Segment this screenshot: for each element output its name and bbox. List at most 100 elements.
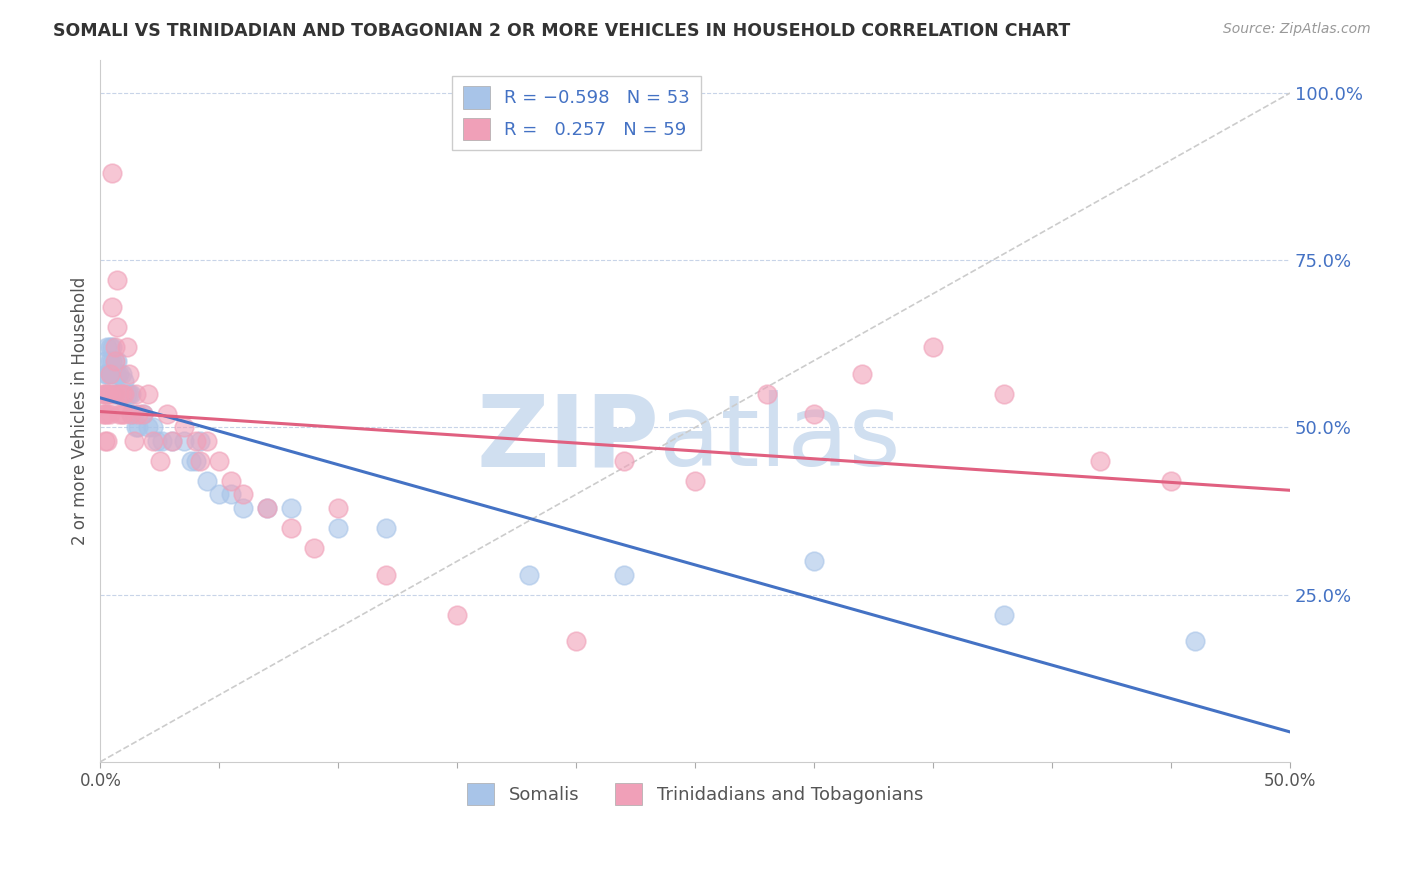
Point <box>122 407 145 421</box>
Point <box>105 387 128 401</box>
Point <box>613 454 636 468</box>
Point <box>91 387 114 401</box>
Point <box>136 420 159 434</box>
Point <box>104 387 127 401</box>
Point <box>105 367 128 381</box>
Point <box>96 387 118 401</box>
Point <box>96 387 118 401</box>
Point <box>136 387 159 401</box>
Point <box>208 454 231 468</box>
Point <box>98 340 121 354</box>
Point <box>127 407 149 421</box>
Text: Source: ZipAtlas.com: Source: ZipAtlas.com <box>1223 22 1371 37</box>
Point <box>127 420 149 434</box>
Point <box>922 340 945 354</box>
Point <box>613 567 636 582</box>
Point <box>104 387 127 401</box>
Legend: Somalis, Trinidadians and Tobagonians: Somalis, Trinidadians and Tobagonians <box>457 772 934 816</box>
Point <box>197 434 219 448</box>
Point <box>112 387 135 401</box>
Point <box>98 367 121 381</box>
Point <box>101 353 124 368</box>
Point <box>94 387 117 401</box>
Point <box>111 387 134 401</box>
Point <box>160 434 183 448</box>
Point <box>125 387 148 401</box>
Point <box>256 500 278 515</box>
Point <box>112 374 135 388</box>
Point <box>755 387 778 401</box>
Point <box>101 300 124 314</box>
Point <box>142 420 165 434</box>
Point <box>803 407 825 421</box>
Point <box>188 434 211 448</box>
Point <box>149 454 172 468</box>
Point <box>112 407 135 421</box>
Point <box>108 387 131 401</box>
Point <box>105 320 128 334</box>
Point <box>94 434 117 448</box>
Point <box>98 353 121 368</box>
Point <box>120 387 142 401</box>
Point <box>160 434 183 448</box>
Point <box>111 407 134 421</box>
Point <box>94 367 117 381</box>
Point <box>96 407 118 421</box>
Point <box>156 407 179 421</box>
Point <box>232 500 254 515</box>
Point <box>232 487 254 501</box>
Point <box>132 407 155 421</box>
Text: SOMALI VS TRINIDADIAN AND TOBAGONIAN 2 OR MORE VEHICLES IN HOUSEHOLD CORRELATION: SOMALI VS TRINIDADIAN AND TOBAGONIAN 2 O… <box>53 22 1071 40</box>
Point <box>803 554 825 568</box>
Point <box>101 166 124 180</box>
Point <box>94 407 117 421</box>
Point <box>150 434 173 448</box>
Point <box>446 607 468 622</box>
Text: atlas: atlas <box>659 391 901 487</box>
Point <box>96 340 118 354</box>
Point <box>280 500 302 515</box>
Point <box>304 541 326 555</box>
Point <box>101 340 124 354</box>
Point <box>328 500 350 515</box>
Point <box>188 454 211 468</box>
Point <box>328 521 350 535</box>
Point <box>219 474 242 488</box>
Point <box>1160 474 1182 488</box>
Point <box>105 273 128 287</box>
Point <box>517 567 540 582</box>
Y-axis label: 2 or more Vehicles in Household: 2 or more Vehicles in Household <box>72 277 89 545</box>
Point <box>104 353 127 368</box>
Point <box>108 367 131 381</box>
Point <box>111 367 134 381</box>
Point <box>219 487 242 501</box>
Point <box>180 454 202 468</box>
Point <box>115 387 138 401</box>
Point <box>120 407 142 421</box>
Point <box>91 407 114 421</box>
Point <box>197 474 219 488</box>
Point <box>112 387 135 401</box>
Point <box>993 607 1015 622</box>
Point <box>105 353 128 368</box>
Point <box>108 407 131 421</box>
Point <box>104 367 127 381</box>
Point <box>173 434 195 448</box>
Point <box>173 420 195 434</box>
Point <box>374 567 396 582</box>
Point <box>132 407 155 421</box>
Point <box>98 367 121 381</box>
Point <box>96 367 118 381</box>
Text: ZIP: ZIP <box>477 391 659 487</box>
Point <box>118 387 141 401</box>
Point <box>184 454 207 468</box>
Point <box>104 353 127 368</box>
Point <box>96 434 118 448</box>
Point <box>115 340 138 354</box>
Point <box>111 387 134 401</box>
Point <box>208 487 231 501</box>
Point <box>98 407 121 421</box>
Point <box>120 407 142 421</box>
Point <box>1184 634 1206 648</box>
Point <box>280 521 302 535</box>
